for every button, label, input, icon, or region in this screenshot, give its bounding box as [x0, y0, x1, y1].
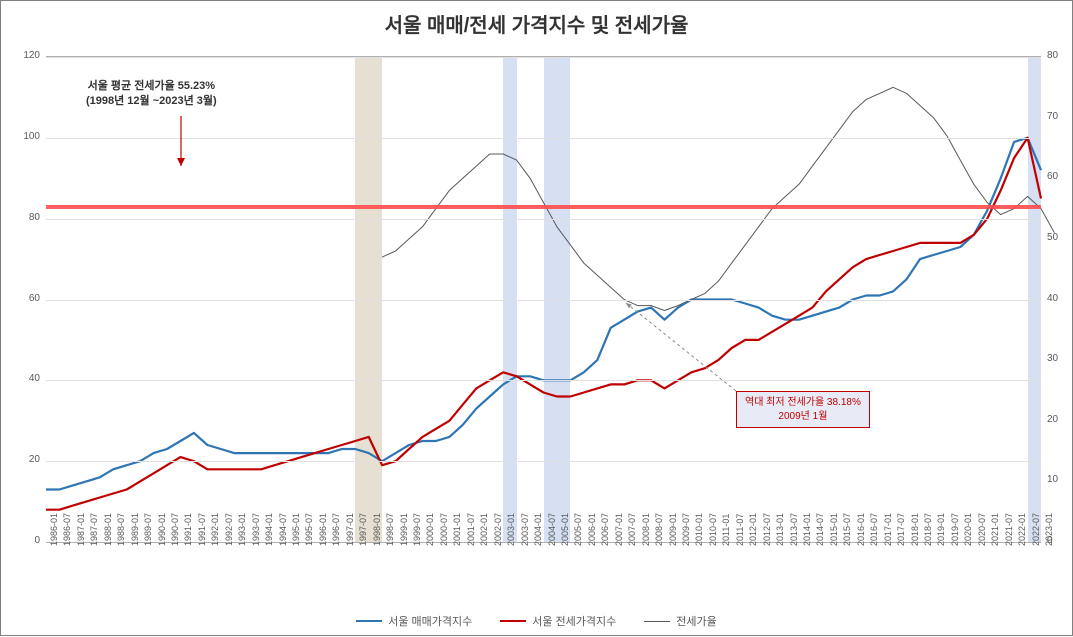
chart-frame: 서울 매매/전세 가격지수 및 전세가율 서울 매매가격지수서울 전세가격지수전… — [0, 0, 1073, 636]
annotation-arrow — [1, 1, 1073, 637]
